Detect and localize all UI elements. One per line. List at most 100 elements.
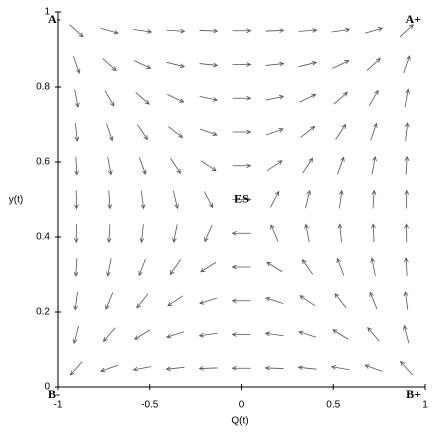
field-arrow [265,61,285,67]
field-arrow [105,292,114,310]
field-arrow [370,223,376,243]
y-tick-label: 0.2 [36,307,50,318]
field-arrow [336,257,345,276]
field-arrow [231,365,251,371]
field-arrow [132,366,152,372]
field-arrow [74,123,80,142]
field-arrow [404,223,409,243]
field-arrow [100,27,119,35]
field-arrow [403,324,410,344]
field-arrow [404,189,410,209]
field-arrow [200,261,217,273]
equilibrium-label: A+ [405,12,421,26]
x-tick-label: 0 [239,400,245,411]
field-arrow [73,257,79,277]
field-arrow [300,125,316,138]
field-arrow [232,197,252,202]
field-arrow [404,88,410,108]
field-arrow [199,128,218,136]
field-arrow [335,123,347,140]
field-arrow [332,60,350,69]
field-arrow [305,189,312,209]
field-arrow [104,90,115,107]
field-arrow [369,291,378,310]
field-arrow [265,94,285,101]
field-arrow [266,261,283,273]
field-arrow [269,190,280,208]
field-arrow [69,24,84,38]
field-arrow [73,224,79,244]
field-arrow [232,163,252,169]
field-arrow [74,89,80,108]
equilibrium-label: A- [48,12,61,26]
y-tick-label: 0.6 [36,157,50,168]
field-arrow [165,366,185,372]
field-arrow [203,191,214,209]
field-arrow [106,224,112,244]
field-arrow [265,28,285,33]
field-arrow [370,257,376,276]
field-arrow [167,94,185,103]
field-arrow [334,292,347,309]
field-arrow [301,258,314,275]
y-tick-label: 0.4 [36,232,50,243]
field-arrow [404,122,410,141]
field-arrow [331,27,351,33]
y-axis-label: y(t) [9,195,23,206]
field-arrow [106,123,114,142]
field-arrow [333,91,349,105]
field-arrow [399,24,414,38]
field-arrow [231,230,251,236]
x-tick-label: 0.5 [326,400,340,411]
field-arrow [140,190,146,210]
field-arrow [72,55,81,74]
field-arrow [403,257,409,277]
x-axis-label: Q(t) [231,416,248,427]
field-arrow [198,366,218,371]
field-arrow [69,361,83,376]
field-arrow [366,57,381,71]
field-arrow [232,28,252,34]
y-tick-label: 1 [44,7,50,18]
field-arrow [231,298,251,304]
equilibrium-label: B+ [406,387,421,401]
y-tick-label: 0 [44,382,50,393]
field-arrow [74,190,79,210]
field-arrow [72,325,80,345]
field-arrow [264,365,284,371]
field-arrow [134,60,152,69]
field-arrow [403,290,409,310]
field-arrow [106,258,112,277]
field-arrow [232,95,252,101]
field-arrow [264,331,284,337]
x-tick-label: -1 [54,400,63,411]
field-arrow [404,155,410,175]
field-arrow [135,92,150,105]
field-arrow [100,364,118,373]
field-arrow [299,295,316,307]
equilibrium-label: ES [234,191,249,205]
field-arrow [337,223,343,243]
field-arrow [270,224,279,242]
field-arrow [166,28,186,34]
field-arrow [371,156,377,175]
field-arrow [200,160,217,172]
field-arrow [136,293,149,309]
field-arrow [166,331,185,339]
field-arrow [198,332,218,338]
field-arrow [172,224,178,243]
field-arrow [330,365,350,371]
field-arrow [107,190,113,210]
field-arrow [102,58,117,72]
field-arrow [204,224,213,243]
field-arrow [266,160,283,172]
field-arrow [371,189,377,209]
field-arrow [298,60,318,68]
field-arrow [298,330,317,338]
field-arrow [403,55,411,74]
field-arrow [298,28,318,33]
field-arrow [199,62,219,68]
field-arrow [199,297,218,305]
field-arrow [400,360,413,376]
